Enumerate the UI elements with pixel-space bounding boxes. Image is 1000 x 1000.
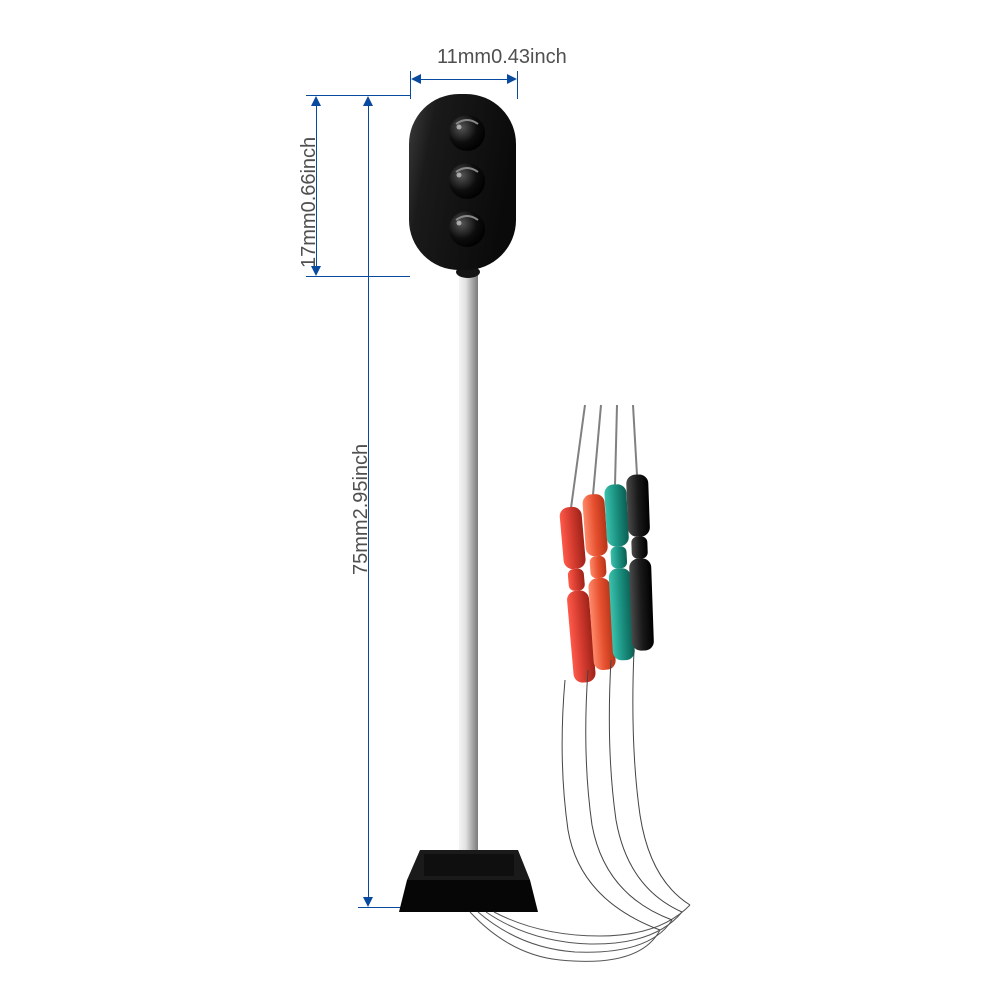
wire-sleeves: [559, 405, 690, 930]
signal-led: [449, 163, 485, 199]
signal-head: [409, 94, 516, 270]
signal-led: [449, 115, 485, 151]
signal-pole: [459, 270, 478, 870]
signal-illustration: [0, 0, 1000, 1000]
signal-led: [449, 211, 485, 247]
signal-base: [399, 850, 538, 912]
